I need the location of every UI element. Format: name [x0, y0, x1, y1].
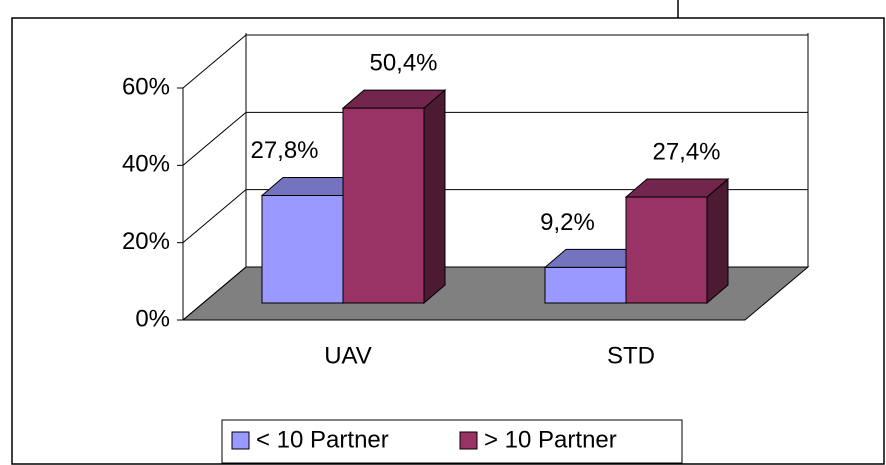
legend — [221, 419, 683, 464]
grid-line — [182, 111, 247, 166]
data-label: 9,2% — [540, 209, 595, 236]
x-tick-label: STD — [607, 342, 655, 369]
bar — [625, 196, 708, 304]
legend-swatch — [231, 431, 250, 450]
data-label: 50,4% — [369, 49, 437, 76]
legend-label: > 10 Partner — [484, 426, 617, 453]
y-tick-label: 60% — [122, 73, 170, 100]
grid-line — [182, 34, 247, 89]
legend-label: < 10 Partner — [256, 426, 389, 453]
bar-side — [423, 89, 446, 305]
bar-side — [706, 177, 729, 305]
y-tick-label: 20% — [122, 228, 170, 255]
bar — [261, 195, 344, 304]
bar — [342, 107, 425, 304]
y-tick-label: 40% — [122, 151, 170, 178]
chart-frame — [11, 17, 885, 465]
bar — [544, 266, 627, 304]
grid-line — [182, 266, 247, 321]
grid-line — [182, 189, 247, 244]
legend-swatch — [459, 431, 478, 450]
data-label: 27,8% — [250, 137, 318, 164]
y-tick-label: 0% — [135, 305, 170, 332]
x-tick-label: UAV — [324, 342, 372, 369]
data-label: 27,4% — [652, 138, 720, 165]
